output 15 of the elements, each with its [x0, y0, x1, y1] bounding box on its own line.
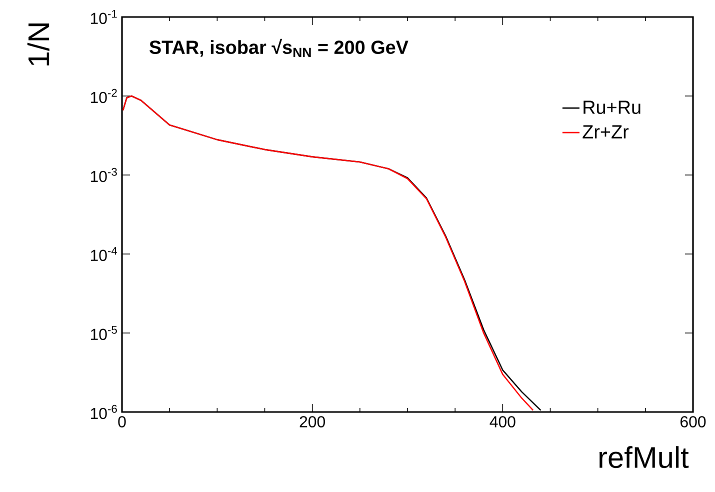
legend-label: Zr+Zr [582, 125, 629, 138]
y-axis-title: 1/N [27, 24, 50, 66]
x-tick-label: 0 [118, 416, 126, 428]
y-tick-label: 10$^{-2}$ [90, 88, 117, 104]
y-tick-label: 10$^{-5}$ [90, 326, 117, 340]
y-tick-label: 10$^{-6}$ [90, 404, 117, 420]
text: STAR, isobar √s$_{NN}$ = 200 GeV [150, 38, 408, 58]
x-tick-label: 400 [490, 416, 516, 428]
y-tick-label: 10$^{-3}$ [90, 168, 117, 182]
x-tick-label: 200 [300, 416, 325, 428]
y-tick-label: 10$^{-4}$ [90, 246, 118, 262]
x-axis-title: refMult [600, 446, 689, 468]
y-tick-label: 10$^{-1}$ [90, 10, 117, 24]
x-tick-label: 600 [680, 416, 706, 428]
legend-label: Ru+Ru [584, 100, 640, 114]
